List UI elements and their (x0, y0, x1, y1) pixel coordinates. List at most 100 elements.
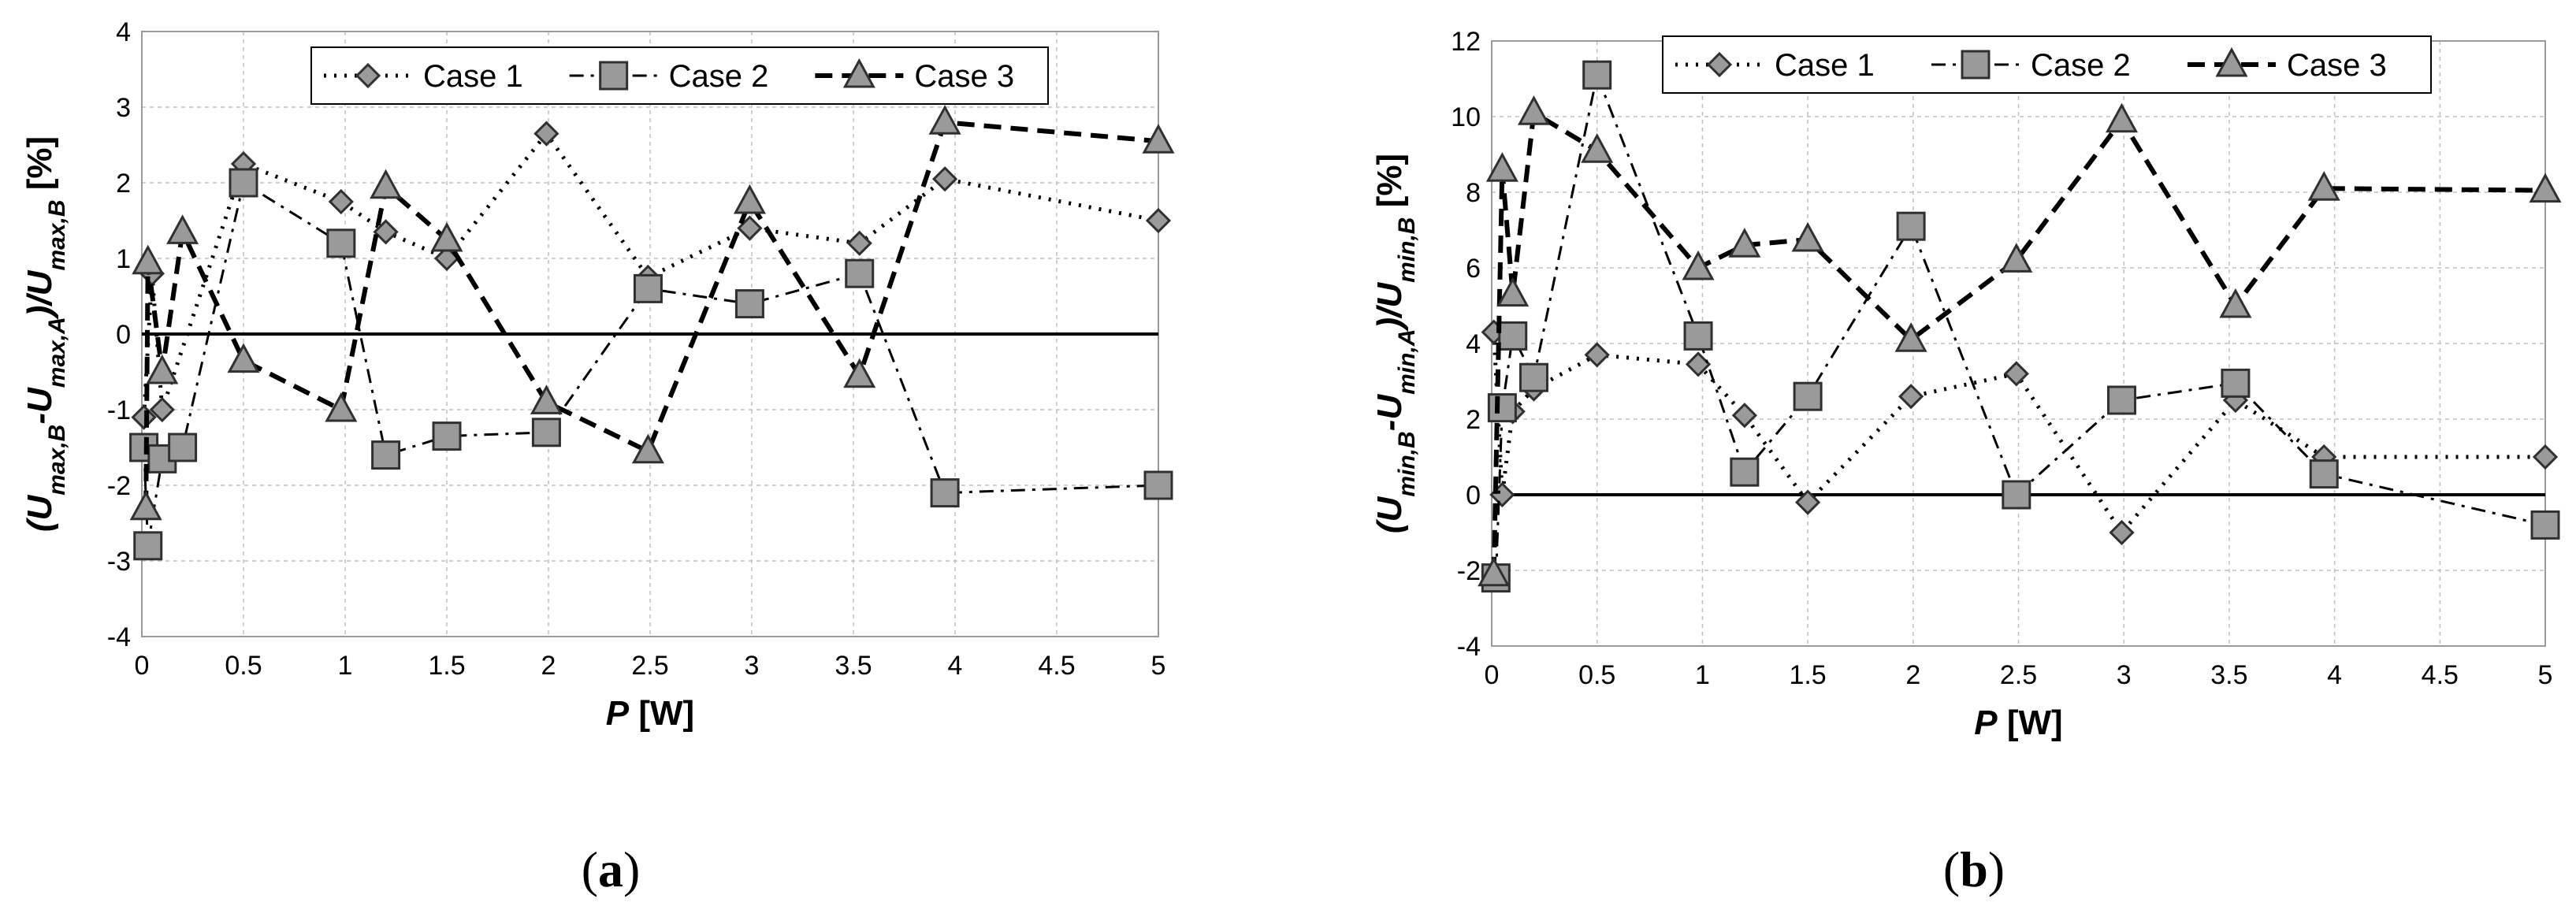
y-tick-label: 10 (1451, 102, 1481, 132)
panel-caption-close: ) (623, 841, 640, 897)
data-point (129, 490, 162, 521)
x-tick-label: 4 (2327, 660, 2342, 690)
x-axis-label-unit: [W] (629, 694, 694, 733)
data-point (2219, 288, 2252, 318)
x-tick-label: 3.5 (835, 651, 872, 681)
x-tick-label: 2 (1905, 660, 1920, 690)
data-point (1730, 457, 1760, 487)
series-case-2 (129, 168, 1173, 561)
data-point (2530, 510, 2560, 540)
data-point (1145, 207, 1172, 234)
panel-caption: (a) (582, 841, 641, 897)
series-line (143, 181, 1159, 548)
series-case-3 (129, 105, 1175, 521)
legend-item: Case 3 (2188, 46, 2387, 83)
x-tick-label: 2.5 (631, 651, 668, 681)
y-tick-label: -4 (107, 622, 131, 652)
legend-item: Case 1 (324, 59, 523, 94)
legend-label: Case 1 (1775, 48, 1875, 83)
y-axis-label-part: (U (20, 495, 59, 533)
y-axis-label-part: min,A (1394, 329, 1420, 395)
y-axis-label-part: )/U (20, 269, 59, 320)
panel-caption-letter: a (598, 841, 623, 897)
data-point (227, 343, 260, 373)
panel-caption-open: ( (1943, 841, 1960, 897)
y-axis-label-part: max,B (44, 425, 70, 496)
y-tick-label: 3 (116, 93, 131, 123)
legend-marker (1961, 50, 1991, 80)
x-tick-label: 1.5 (428, 651, 465, 681)
data-point (1498, 321, 1528, 351)
data-point (2105, 102, 2139, 133)
series-line (143, 120, 1159, 508)
data-point (2107, 385, 2137, 415)
data-point (531, 418, 561, 447)
y-axis-label: (Umax,B-Umax,A)/Umax,B [%] (20, 136, 70, 532)
data-point (1894, 322, 1927, 352)
data-point (2221, 368, 2251, 398)
y-tick-label: 12 (1451, 27, 1481, 57)
y-tick-label: 8 (1466, 178, 1481, 208)
data-point (1496, 277, 1530, 307)
x-tick-label: 2 (541, 651, 556, 681)
y-axis-label-part: -U (20, 387, 59, 425)
data-point (1683, 321, 1713, 351)
x-tick-label: 5 (2538, 660, 2553, 690)
x-tick-label: 0.5 (1578, 660, 1615, 690)
data-point (133, 531, 163, 561)
legend-label: Case 2 (669, 59, 769, 94)
data-point (1898, 384, 1924, 410)
panel-caption-open: ( (582, 841, 598, 897)
y-axis-label-part: [%] (1370, 154, 1409, 217)
data-point (2003, 361, 2029, 387)
y-tick-label: 4 (116, 17, 131, 47)
series-case-1 (1481, 319, 2559, 546)
data-point (737, 215, 763, 241)
x-tick-label: 0.5 (225, 651, 262, 681)
data-point (326, 228, 356, 258)
data-point (931, 166, 958, 192)
y-tick-label: 4 (1466, 329, 1481, 359)
data-point (2002, 480, 2031, 510)
x-tick-label: 3 (745, 651, 760, 681)
data-point (2307, 171, 2340, 201)
x-tick-label: 5 (1151, 651, 1166, 681)
legend-item: Case 1 (1675, 48, 1875, 83)
data-point (1584, 342, 1610, 368)
data-point (146, 354, 179, 384)
data-point (1517, 95, 1551, 125)
legend-label: Case 3 (2287, 48, 2387, 83)
legend-item: Case 3 (815, 58, 1014, 94)
x-axis-label-var: P (606, 694, 630, 733)
data-point (2000, 243, 2033, 273)
data-point (149, 396, 175, 423)
data-point (1728, 228, 1761, 258)
x-axis-label: P [W] (606, 694, 694, 733)
legend: Case 1 Case 2 Case 3 (1662, 35, 2432, 94)
data-point (131, 404, 157, 430)
data-point (2109, 519, 2135, 546)
x-tick-label: 1 (338, 651, 353, 681)
data-point (930, 478, 960, 508)
x-tick-label: 1 (1695, 660, 1710, 690)
y-axis-label-part: max,B (44, 199, 70, 270)
y-tick-label: -1 (107, 395, 131, 425)
data-point (132, 244, 165, 275)
y-tick-label: 6 (1466, 254, 1481, 284)
x-tick-label: 3 (2117, 660, 2132, 690)
x-tick-label: 4.5 (2422, 660, 2459, 690)
series-line (1492, 332, 2545, 535)
y-axis-label-part: -U (1370, 394, 1409, 432)
x-tick-label: 4 (948, 651, 963, 681)
data-point (1478, 556, 1511, 587)
data-point (734, 289, 764, 319)
data-point (846, 230, 872, 256)
data-point (633, 273, 663, 303)
data-point (845, 258, 875, 288)
data-point (1582, 60, 1612, 90)
series-case-2 (1481, 60, 2560, 593)
y-tick-label: -2 (107, 471, 131, 501)
data-point (928, 105, 961, 135)
data-point (1142, 124, 1175, 154)
